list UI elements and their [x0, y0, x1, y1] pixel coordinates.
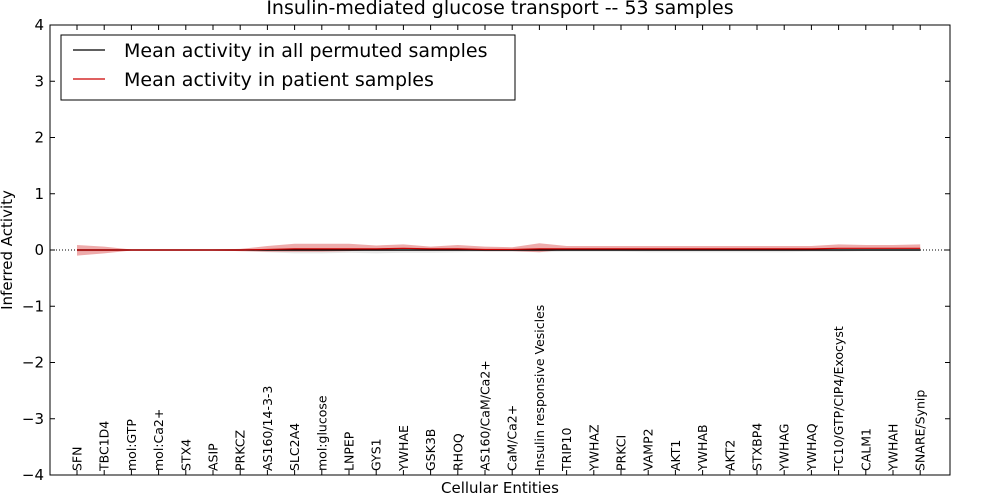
x-tick-label: AKT2	[722, 440, 737, 471]
x-tick-label: YWHAB	[695, 424, 710, 472]
x-tick-label: PRKCZ	[233, 430, 248, 471]
y-tick-label: −4	[22, 466, 44, 484]
y-tick-label: 4	[34, 16, 44, 34]
x-tick-label: TRIP10	[559, 428, 574, 472]
x-tick-label: CaM/Ca2+	[505, 405, 520, 471]
x-tick-label: mol:Ca2+	[151, 409, 166, 471]
x-tick-label: SNARE/Synip	[913, 390, 928, 471]
x-tick-label: Insulin responsive Vesicles	[532, 305, 547, 471]
y-tick-label: −1	[22, 297, 44, 315]
x-tick-label: AS160/14-3-3	[260, 386, 275, 471]
x-tick-label: TBC1D4	[97, 421, 112, 472]
x-tick-label: AKT1	[668, 440, 683, 471]
x-axis-label: Cellular Entities	[441, 479, 559, 497]
x-tick-label: STXBP4	[750, 423, 765, 471]
x-tick-label: YWHAH	[886, 424, 901, 472]
x-tick-label: TC10/GTP/CIP4/Exocyst	[831, 326, 846, 472]
y-tick-label: 3	[34, 72, 44, 90]
x-tick-label: GYS1	[369, 438, 384, 471]
chart-title: Insulin-mediated glucose transport -- 53…	[266, 0, 733, 19]
x-tick-label: YWHAG	[777, 424, 792, 472]
y-tick-label: 1	[34, 185, 44, 203]
x-tick-label: SFN	[70, 447, 85, 471]
x-tick-label: YWHAZ	[586, 424, 601, 472]
x-tick-label: AS160/CaM/Ca2+	[478, 360, 493, 471]
x-tick-label: LNPEP	[342, 431, 357, 471]
x-tick-label: YWHAQ	[804, 423, 819, 472]
x-tick-label: GSK3B	[423, 429, 438, 471]
x-tick-label: VAMP2	[641, 428, 656, 471]
x-tick-label: YWHAE	[396, 425, 411, 472]
legend-label-patient: Mean activity in patient samples	[124, 69, 434, 91]
y-tick-label: −3	[22, 410, 44, 428]
x-tick-label: mol:GTP	[124, 419, 139, 471]
legend-box	[60, 34, 516, 101]
x-tick-label: SLC2A4	[287, 423, 302, 471]
legend-label-permuted: Mean activity in all permuted samples	[124, 40, 487, 62]
x-tick-label: mol:glucose	[314, 395, 329, 471]
x-tick-label: CALM1	[858, 428, 873, 471]
y-tick-label: 0	[34, 241, 44, 259]
y-tick-label: −2	[22, 354, 44, 372]
y-tick-label: 2	[34, 129, 44, 147]
series-line-patient	[77, 247, 921, 251]
y-axis-label: Inferred Activity	[0, 190, 16, 310]
x-tick-label: ASIP	[206, 443, 221, 471]
x-tick-label: RHOQ	[450, 433, 465, 471]
x-tick-label: PRKCI	[614, 435, 629, 471]
x-tick-label: STX4	[178, 439, 193, 471]
legend: Mean activity in all permuted samples Me…	[60, 34, 516, 101]
